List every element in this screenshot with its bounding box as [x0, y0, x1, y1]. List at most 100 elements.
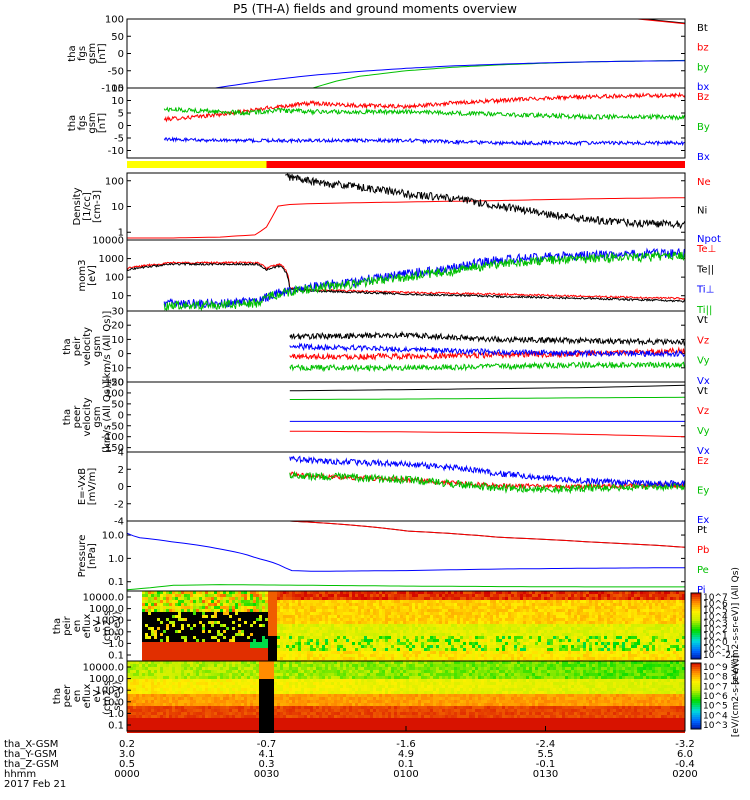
spectrogram-cell — [334, 642, 337, 645]
spectrogram-cell — [325, 597, 328, 600]
legend-electron_velocity-Vy: Vy — [697, 426, 710, 437]
spectrogram-cell — [274, 597, 277, 600]
spectrogram-cell — [616, 618, 619, 621]
spectrogram-cell — [157, 657, 160, 660]
spectrogram-cell — [349, 654, 352, 657]
spectrogram-cell — [547, 600, 550, 603]
panel-fgs_gsm_small-ylabel-line: fgs — [77, 115, 88, 130]
spectrogram-cell — [283, 618, 286, 621]
spectrogram-cell — [358, 618, 361, 621]
spectrogram-cell — [448, 636, 451, 639]
spectrogram-cell — [130, 679, 133, 682]
spectrogram-cell — [319, 633, 322, 636]
spectrogram-cell — [460, 600, 463, 603]
spectrogram-cell — [217, 612, 220, 615]
spectrogram-cell — [565, 612, 568, 615]
spectrogram-cell — [589, 654, 592, 657]
spectrogram-cell — [640, 630, 643, 633]
spectrogram-cell — [253, 600, 256, 603]
spectrogram-cell — [427, 624, 430, 627]
spectrogram-cell — [322, 624, 325, 627]
spectrogram-cell — [475, 621, 478, 624]
spectrogram-cell — [274, 600, 277, 603]
spectrogram-cell — [310, 639, 313, 642]
panel-ion_spectrogram-ylabel-line: (cm2-s- — [102, 607, 113, 645]
spectrogram-cell — [601, 606, 604, 609]
spectrogram-cell — [142, 697, 145, 700]
spectrogram-cell — [640, 657, 643, 660]
spectrogram-cell — [577, 618, 580, 621]
spectrogram-cell — [526, 648, 529, 651]
spectrogram-cell — [673, 615, 676, 618]
spectrogram-cell — [175, 645, 178, 648]
spectrogram-cell — [619, 597, 622, 600]
spectrogram-cell — [430, 591, 433, 594]
spectrogram-cell — [226, 645, 229, 648]
spectrogram-cell — [139, 612, 142, 615]
spectrogram-cell — [676, 597, 679, 600]
spectrogram-cell — [643, 591, 646, 594]
spectrogram-cell — [172, 630, 175, 633]
spectrogram-cell — [151, 670, 154, 673]
spectrogram-cell — [589, 621, 592, 624]
spectrogram-cell — [664, 651, 667, 654]
spectrogram-cell — [643, 615, 646, 618]
y-tick-label: 100.0 — [95, 616, 124, 627]
spectrogram-cell — [142, 636, 145, 639]
spectrogram-cell — [673, 594, 676, 597]
spectrogram-cell — [514, 630, 517, 633]
spectrogram-cell — [133, 600, 136, 603]
spectrogram-cell — [580, 648, 583, 651]
spectrogram-cell — [196, 651, 199, 654]
spectrogram-cell — [286, 600, 289, 603]
spectrogram-cell — [481, 603, 484, 606]
spectrogram-cell — [202, 606, 205, 609]
spectrogram-cell — [364, 651, 367, 654]
spectrogram-cell — [493, 609, 496, 612]
spectrogram-cell — [286, 627, 289, 630]
spectrogram-cell — [145, 600, 148, 603]
spectrogram-cell — [190, 645, 193, 648]
spectrogram-cell — [271, 651, 274, 654]
spectrogram-cell — [130, 594, 133, 597]
spectrogram-cell — [517, 591, 520, 594]
spectrogram-cell — [448, 651, 451, 654]
spectrogram-cell — [562, 630, 565, 633]
spectrogram-cell — [628, 603, 631, 606]
spectrogram-cell — [136, 727, 139, 730]
spectrogram-cell — [409, 600, 412, 603]
spectrogram-cell — [388, 609, 391, 612]
spectrogram-cell — [295, 621, 298, 624]
spectrogram-cell — [583, 627, 586, 630]
spectrogram-cell — [250, 657, 253, 660]
spectrogram-cell — [493, 597, 496, 600]
spectrogram-cell — [682, 651, 685, 654]
spectrogram-cell — [220, 600, 223, 603]
spectrogram-cell — [268, 642, 271, 645]
spectrogram-cell — [664, 657, 667, 660]
spectrogram-cell — [268, 591, 271, 594]
colorbar-cell — [691, 607, 701, 609]
spectrogram-cell — [298, 624, 301, 627]
spectrogram-cell — [415, 600, 418, 603]
spectrogram-cell — [463, 612, 466, 615]
spectrogram-cell — [211, 597, 214, 600]
spectrogram-cell — [313, 636, 316, 639]
spectrogram-cell — [358, 651, 361, 654]
spectrogram-cell — [376, 651, 379, 654]
spectrogram-cell — [547, 606, 550, 609]
spectrogram-cell — [229, 615, 232, 618]
spectrogram-cell — [592, 621, 595, 624]
spectrogram-cell — [520, 639, 523, 642]
spectrogram-cell — [133, 709, 136, 712]
spectrogram-cell — [454, 645, 457, 648]
spectrogram-cell — [643, 657, 646, 660]
spectrogram-cell — [550, 636, 553, 639]
spectrogram-cell — [565, 606, 568, 609]
spectrogram-cell — [634, 645, 637, 648]
spectrogram-cell — [331, 651, 334, 654]
spectrogram-cell — [478, 609, 481, 612]
spectrogram-cell — [418, 654, 421, 657]
spectrogram-cell — [667, 594, 670, 597]
spectrogram-cell — [250, 612, 253, 615]
